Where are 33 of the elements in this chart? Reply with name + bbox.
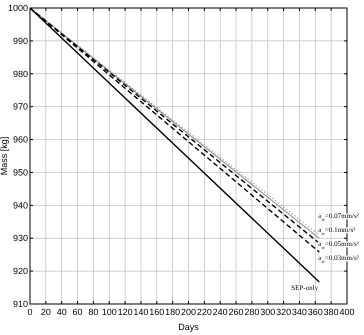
y-tick-label: 910 bbox=[12, 299, 28, 309]
x-tick-label: 120 bbox=[118, 307, 133, 317]
x-tick-label: 400 bbox=[339, 307, 355, 317]
x-tick-label: 60 bbox=[72, 307, 83, 317]
x-tick-label: 100 bbox=[102, 307, 117, 317]
x-tick-label: 160 bbox=[149, 307, 164, 317]
x-tick-label: 220 bbox=[196, 307, 212, 317]
x-tick-label: 360 bbox=[308, 307, 323, 317]
y-tick-label: 1000 bbox=[8, 3, 28, 13]
x-tick-label: 320 bbox=[276, 307, 292, 317]
x-tick-label: 0 bbox=[27, 307, 33, 317]
x-tick-label: 200 bbox=[180, 307, 196, 317]
x-tick-label: 280 bbox=[244, 307, 260, 317]
x-tick-label: 300 bbox=[260, 307, 276, 317]
x-tick-label: 140 bbox=[133, 307, 148, 317]
y-tick-label: 940 bbox=[12, 200, 28, 210]
x-axis-title: Days bbox=[178, 322, 200, 332]
x-tick-label: 40 bbox=[56, 307, 67, 317]
x-tick-label: 80 bbox=[88, 307, 98, 317]
y-axis-title: Mass [kg] bbox=[0, 136, 9, 176]
y-tick-label: 920 bbox=[12, 266, 28, 276]
y-tick-label: 950 bbox=[12, 167, 28, 178]
x-tick-label: 20 bbox=[40, 307, 51, 317]
x-tick-label: 260 bbox=[228, 307, 244, 317]
y-tick-label: 980 bbox=[12, 68, 28, 79]
x-tick-label: 240 bbox=[212, 307, 228, 317]
x-tick-label: 380 bbox=[324, 307, 339, 317]
y-tick-label: 970 bbox=[12, 102, 28, 112]
x-tick-label: 180 bbox=[165, 307, 180, 317]
x-tick-label: 340 bbox=[292, 307, 307, 317]
y-tick-label: 990 bbox=[12, 36, 28, 46]
y-tick-label: 960 bbox=[12, 134, 28, 145]
y-tick-label: 930 bbox=[12, 233, 28, 244]
